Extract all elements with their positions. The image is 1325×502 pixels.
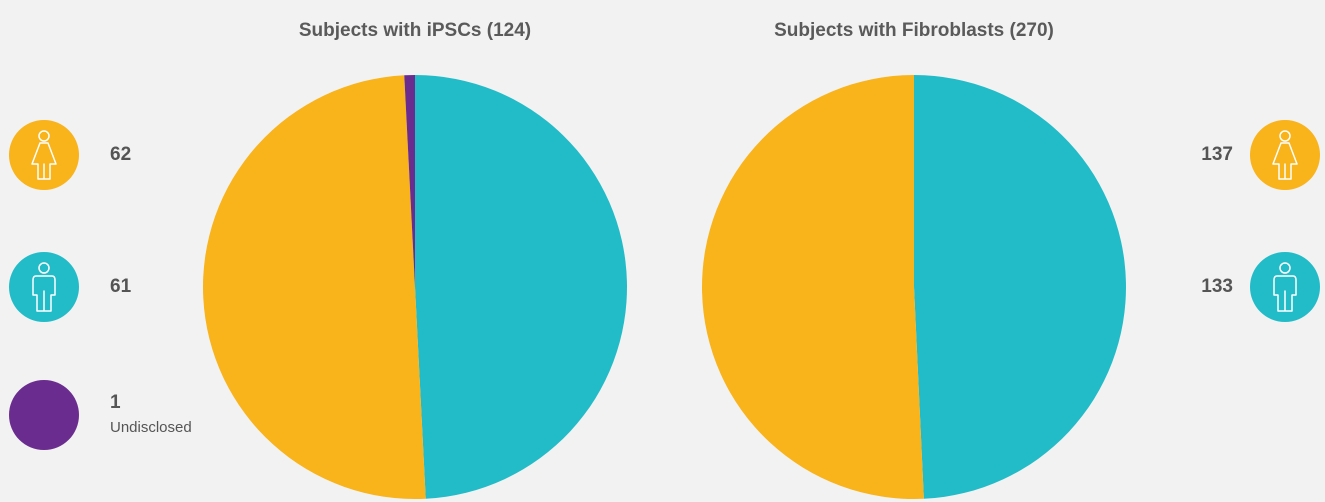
pie-slice <box>404 75 415 287</box>
pie-slice <box>415 75 628 499</box>
legend-label: Undisclosed <box>110 419 192 436</box>
icon-body <box>31 142 57 180</box>
icon-body <box>1273 275 1297 312</box>
legend-value: 1 <box>110 392 121 413</box>
male-icon <box>32 262 56 312</box>
chart-title: Subjects with iPSCs (124) <box>299 20 531 41</box>
icon-head <box>38 262 50 274</box>
icon-head <box>38 130 50 142</box>
icon-head <box>1279 262 1291 274</box>
legend-value: 61 <box>110 276 132 297</box>
legend-value: 137 <box>1201 144 1233 165</box>
male-icon <box>1273 262 1297 312</box>
icon-head <box>1279 130 1291 142</box>
icon-body <box>32 275 56 312</box>
pie-slice <box>914 75 1127 499</box>
legend-swatch <box>9 252 79 322</box>
pie-slice <box>202 75 426 500</box>
female-icon <box>31 130 57 180</box>
legend-value: 62 <box>110 144 131 165</box>
pie-slice <box>702 75 924 499</box>
legend-swatch <box>1250 120 1320 190</box>
female-icon <box>1272 130 1298 180</box>
chart-title: Subjects with Fibroblasts (270) <box>774 20 1054 41</box>
icon-body <box>1272 142 1298 180</box>
legend-swatch <box>1250 252 1320 322</box>
legend-swatch <box>9 120 79 190</box>
legend-swatch <box>9 380 79 450</box>
legend-value: 133 <box>1201 276 1233 297</box>
